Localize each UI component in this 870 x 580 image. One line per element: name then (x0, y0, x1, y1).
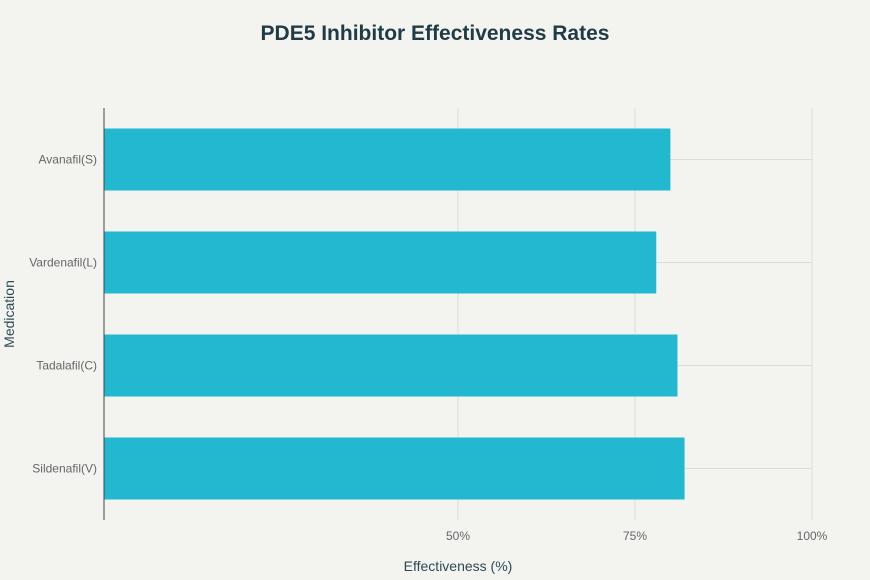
y-tick-label: Avanafil(S) (39, 153, 97, 167)
x-tick-label: 50% (446, 529, 470, 543)
bar-vardenafil-l (104, 231, 657, 294)
tick-labels: 50% 75% 100% Avanafil(S) Vardenafil(L) Tadala… (29, 153, 827, 544)
x-axis-title: Effectiveness (%) (404, 558, 513, 574)
bar-tadalafil-c (104, 334, 678, 397)
x-tick-label: 75% (623, 529, 647, 543)
y-axis-title: Medication (1, 280, 17, 348)
y-tick-label: Vardenafil(L) (29, 256, 97, 270)
bar-avanafil-s (104, 128, 671, 191)
bars (104, 128, 685, 500)
bar-sildenafil-v (104, 437, 685, 500)
chart-title: PDE5 Inhibitor Effectiveness Rates (260, 22, 610, 45)
y-tick-label: Tadalafil(C) (36, 359, 97, 373)
x-tick-label: 100% (797, 529, 828, 543)
y-tick-label: Sildenafil(V) (32, 462, 97, 476)
